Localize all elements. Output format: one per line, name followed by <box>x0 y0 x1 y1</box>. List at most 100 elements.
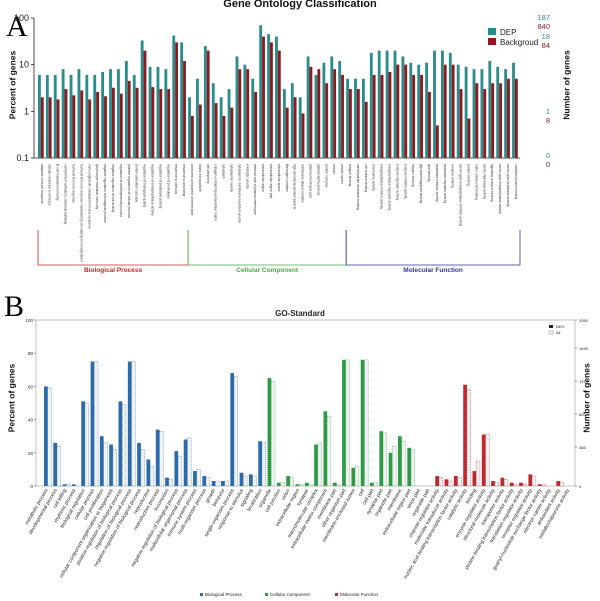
chart-a-bar-dep <box>243 64 247 158</box>
chart-a-xtick-label: negative regulation of biological proces… <box>103 164 107 223</box>
chart-b-bar-all <box>308 484 313 487</box>
chart-a-bar-background <box>451 64 455 158</box>
chart-a-bar-dep <box>45 75 49 158</box>
chart-b-bar-all <box>66 484 71 487</box>
chart-a-xtick-label: positive regulation of cellular process <box>127 164 131 218</box>
chart-b-bar-all <box>317 442 322 487</box>
chart-a-bar-background <box>277 50 281 158</box>
chart-b-bar-deg <box>453 476 458 486</box>
chart-b-bar-all <box>494 482 499 487</box>
chart-a-bar-background <box>349 89 352 158</box>
chart-a-bar-background <box>325 83 329 158</box>
chart-a-bar-dep <box>346 78 350 158</box>
chart-a-bar-dep <box>393 50 397 158</box>
chart-b-bar-all <box>448 480 453 487</box>
chart-b-bar-all <box>345 359 350 487</box>
chart-a-bar-background <box>420 75 423 158</box>
chart-a-xtick-label: cytoplasmic vesicle <box>229 164 233 192</box>
chart-b-bar-deg <box>407 447 412 486</box>
chart-a-xtick-label: complement activation, classical pathway <box>64 164 68 225</box>
chart-a-xtick-label: lipid binding <box>427 164 431 182</box>
chart-a-bar-background <box>56 99 60 158</box>
chart-a-bar-background <box>96 91 100 158</box>
chart-a-group-label: Molecular Function <box>403 267 463 274</box>
chart-a-bar-background <box>48 97 52 158</box>
chart-b-bar-deg <box>323 411 328 486</box>
chart-b-bar-deg <box>211 481 216 486</box>
chart-b-bar-deg <box>183 439 188 486</box>
chart-a-xtick-label: fibrinogen complex <box>285 164 289 192</box>
chart-b-bar-all <box>531 475 537 487</box>
chart-b-bar-deg <box>174 451 179 486</box>
chart-a-xtick-label: glycosaminoglycan binding <box>419 164 423 204</box>
chart-a-xtick-label: negative regulation of cell activity <box>111 164 115 213</box>
chart-b-bar-deg <box>519 482 523 486</box>
chart-b-bar-all <box>94 361 99 487</box>
chart-b-group-legend-swatch <box>200 593 203 596</box>
chart-a-bar-background <box>254 91 258 158</box>
chart-a-xtick-label: sulfur compound binding <box>474 164 478 200</box>
chart-a-bar-background <box>159 89 163 158</box>
chart-b-plot-area <box>35 319 576 487</box>
chart-b-group-legend-label: Biological Process <box>205 592 243 597</box>
chart-a-bar-dep <box>53 75 57 158</box>
chart-b-bar-all <box>112 449 117 487</box>
chart-a-bar-background <box>119 93 123 158</box>
chart-a-bar-dep <box>290 83 294 158</box>
chart-b-bar-deg <box>314 444 318 486</box>
chart-a-bar-dep <box>488 60 492 158</box>
chart-a-bar-background <box>262 36 265 158</box>
chart-b-ytick-label: 60 <box>28 384 34 389</box>
chart-b-bar-all <box>299 484 304 487</box>
chart-a-xtick-label: plasma membrane part <box>309 164 313 198</box>
chart-a-xtick-label: regulation of developmental process <box>119 164 123 217</box>
chart-a-bar-dep <box>180 42 184 158</box>
chart-a-bar-background <box>333 69 337 158</box>
chart-b-bar-all <box>177 455 183 487</box>
chart-b-right-tick-label: 820 <box>579 412 586 417</box>
chart-b-bar-all <box>47 387 52 487</box>
chart-b-bar-deg <box>258 441 262 486</box>
chart-a-bar-dep <box>117 69 120 158</box>
chart-a-xtick-label: signaling receptor binding <box>490 164 494 202</box>
chart-a-bar-background <box>301 113 305 158</box>
chart-b-bar-deg <box>444 479 449 486</box>
chart-b-bar-deg <box>99 436 104 486</box>
chart-a-bar-dep <box>196 78 199 158</box>
chart-a-bar-dep <box>338 60 342 158</box>
chart-a-bar-dep <box>330 56 334 158</box>
chart-a-right-label-dep: 0 <box>546 151 550 160</box>
chart-b-bar-deg <box>276 482 281 486</box>
chart-b-xtick-label: cell <box>357 488 366 498</box>
chart-b-bar-deg <box>71 484 76 486</box>
chart-b-bar-deg <box>127 361 132 486</box>
chart-b-ytick-label: 100 <box>25 318 33 323</box>
chart-a-title: Gene Ontology Classification <box>223 0 377 10</box>
chart-a-right-label-dep: 187 <box>537 13 550 22</box>
chart-b-bar-all <box>559 482 565 487</box>
chart-b-bar-deg <box>267 378 272 486</box>
chart-b-bar-deg <box>202 476 207 486</box>
chart-a-xtick-label: regulation of biological quality <box>143 164 147 208</box>
chart-a-bar-background <box>214 103 218 158</box>
chart-b-legend-deg: DEG <box>556 324 565 329</box>
chart-a-xtick-label: receptor binding <box>451 164 455 188</box>
chart-b-bar-all <box>476 460 481 487</box>
chart-a-group-label: Cellular Component <box>236 267 299 274</box>
chart-a-bar-dep <box>219 97 223 158</box>
chart-b-bar-all <box>271 381 276 487</box>
chart-a-bar-dep <box>322 62 326 158</box>
chart-a-xtick-label: cellular response to stimulus <box>48 164 52 206</box>
chart-a-bar-dep <box>464 66 468 158</box>
chart-b-bar-all <box>336 484 341 487</box>
panel-b-letter: B <box>4 290 25 323</box>
chart-a-xtick-label: peptidase inhibitor activity <box>435 164 439 202</box>
chart-a-bar-background <box>341 75 344 158</box>
chart-a-xtick-label: extracellular space <box>277 164 281 192</box>
chart-a-legend-dep: DEP <box>500 28 516 37</box>
chart-a-bar-dep <box>306 56 310 158</box>
chart-b-bar-all <box>522 484 527 487</box>
chart-a-xtick-label: immunoglobulin mediated immune response <box>87 164 91 229</box>
chart-a-group-label: Biological Process <box>84 267 143 274</box>
